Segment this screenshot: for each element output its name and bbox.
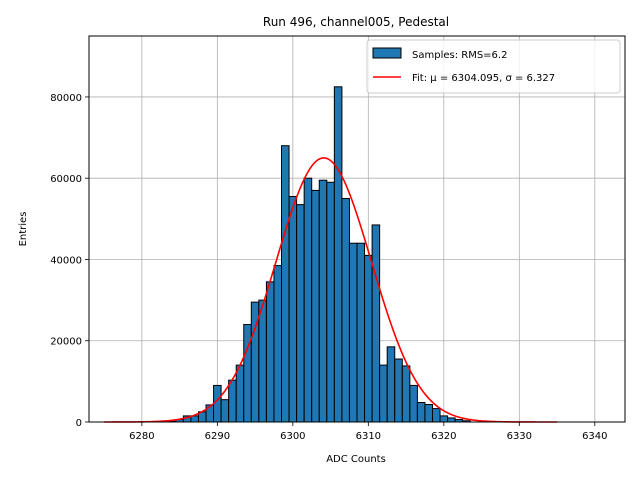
y-tick-label: 80000 — [50, 93, 82, 104]
histogram-bar — [409, 384, 418, 423]
histogram-bar — [311, 189, 320, 423]
histogram-bar — [258, 299, 267, 423]
histogram-bar — [213, 384, 222, 423]
histogram-bar — [303, 177, 313, 423]
legend: Samples: RMS=6.2 Fit: μ = 6304.095, σ = … — [366, 39, 621, 94]
histogram-bar — [416, 401, 426, 423]
y-axis-label: Entries — [18, 212, 29, 247]
histogram-bar — [220, 399, 230, 423]
histogram-bar — [394, 358, 403, 423]
x-tick-label: 6340 — [582, 431, 607, 442]
histogram-bar — [341, 198, 350, 423]
histogram-bar — [348, 242, 358, 423]
histogram-bar — [439, 415, 449, 423]
axis-ticks: 6280 6290 6300 6310 6320 6330 6340 0 20000 40000 6… — [50, 93, 607, 442]
fit-curve — [104, 157, 558, 423]
x-axis-label: ADC Counts — [326, 454, 386, 465]
histogram-bars — [167, 86, 471, 423]
histogram-bar — [371, 224, 381, 423]
histogram-bar — [318, 179, 328, 423]
histogram-bar — [431, 408, 441, 423]
histogram-bar — [447, 417, 456, 423]
x-tick-label: 6330 — [507, 431, 532, 442]
histogram-bar — [296, 204, 305, 423]
histogram-bar — [235, 364, 245, 423]
histogram-bar — [386, 346, 396, 423]
histogram-bar — [364, 254, 373, 423]
y-tick-label: 60000 — [50, 174, 82, 185]
y-tick-label: 40000 — [50, 255, 82, 266]
histogram-bar — [273, 265, 283, 423]
histogram-bar — [265, 281, 275, 423]
y-tick-label: 0 — [76, 418, 82, 429]
histogram-bar — [379, 364, 388, 423]
y-tick-label: 20000 — [50, 337, 82, 348]
legend-box — [366, 39, 621, 94]
histogram-bar — [326, 181, 335, 423]
legend-histogram-swatch — [372, 47, 402, 59]
histogram-bar — [424, 404, 433, 423]
histogram-bar — [288, 195, 298, 423]
legend-histogram-label: Samples: RMS=6.2 — [412, 50, 507, 61]
histogram-bar — [333, 86, 343, 423]
histogram-bar — [228, 379, 237, 423]
histogram-bar — [356, 242, 366, 423]
fit-curve-layer — [104, 157, 558, 423]
x-tick-label: 6290 — [205, 431, 230, 442]
histogram-bar — [281, 145, 290, 423]
chart-title: Run 496, channel005, Pedestal — [263, 15, 449, 29]
legend-fit-label: Fit: μ = 6304.095, σ = 6.327 — [412, 73, 555, 84]
x-tick-label: 6310 — [356, 431, 381, 442]
plot-frame — [88, 35, 626, 423]
x-tick-label: 6300 — [280, 431, 305, 442]
x-tick-label: 6320 — [431, 431, 456, 442]
x-tick-label: 6280 — [129, 431, 154, 442]
histogram-bar — [401, 365, 411, 423]
